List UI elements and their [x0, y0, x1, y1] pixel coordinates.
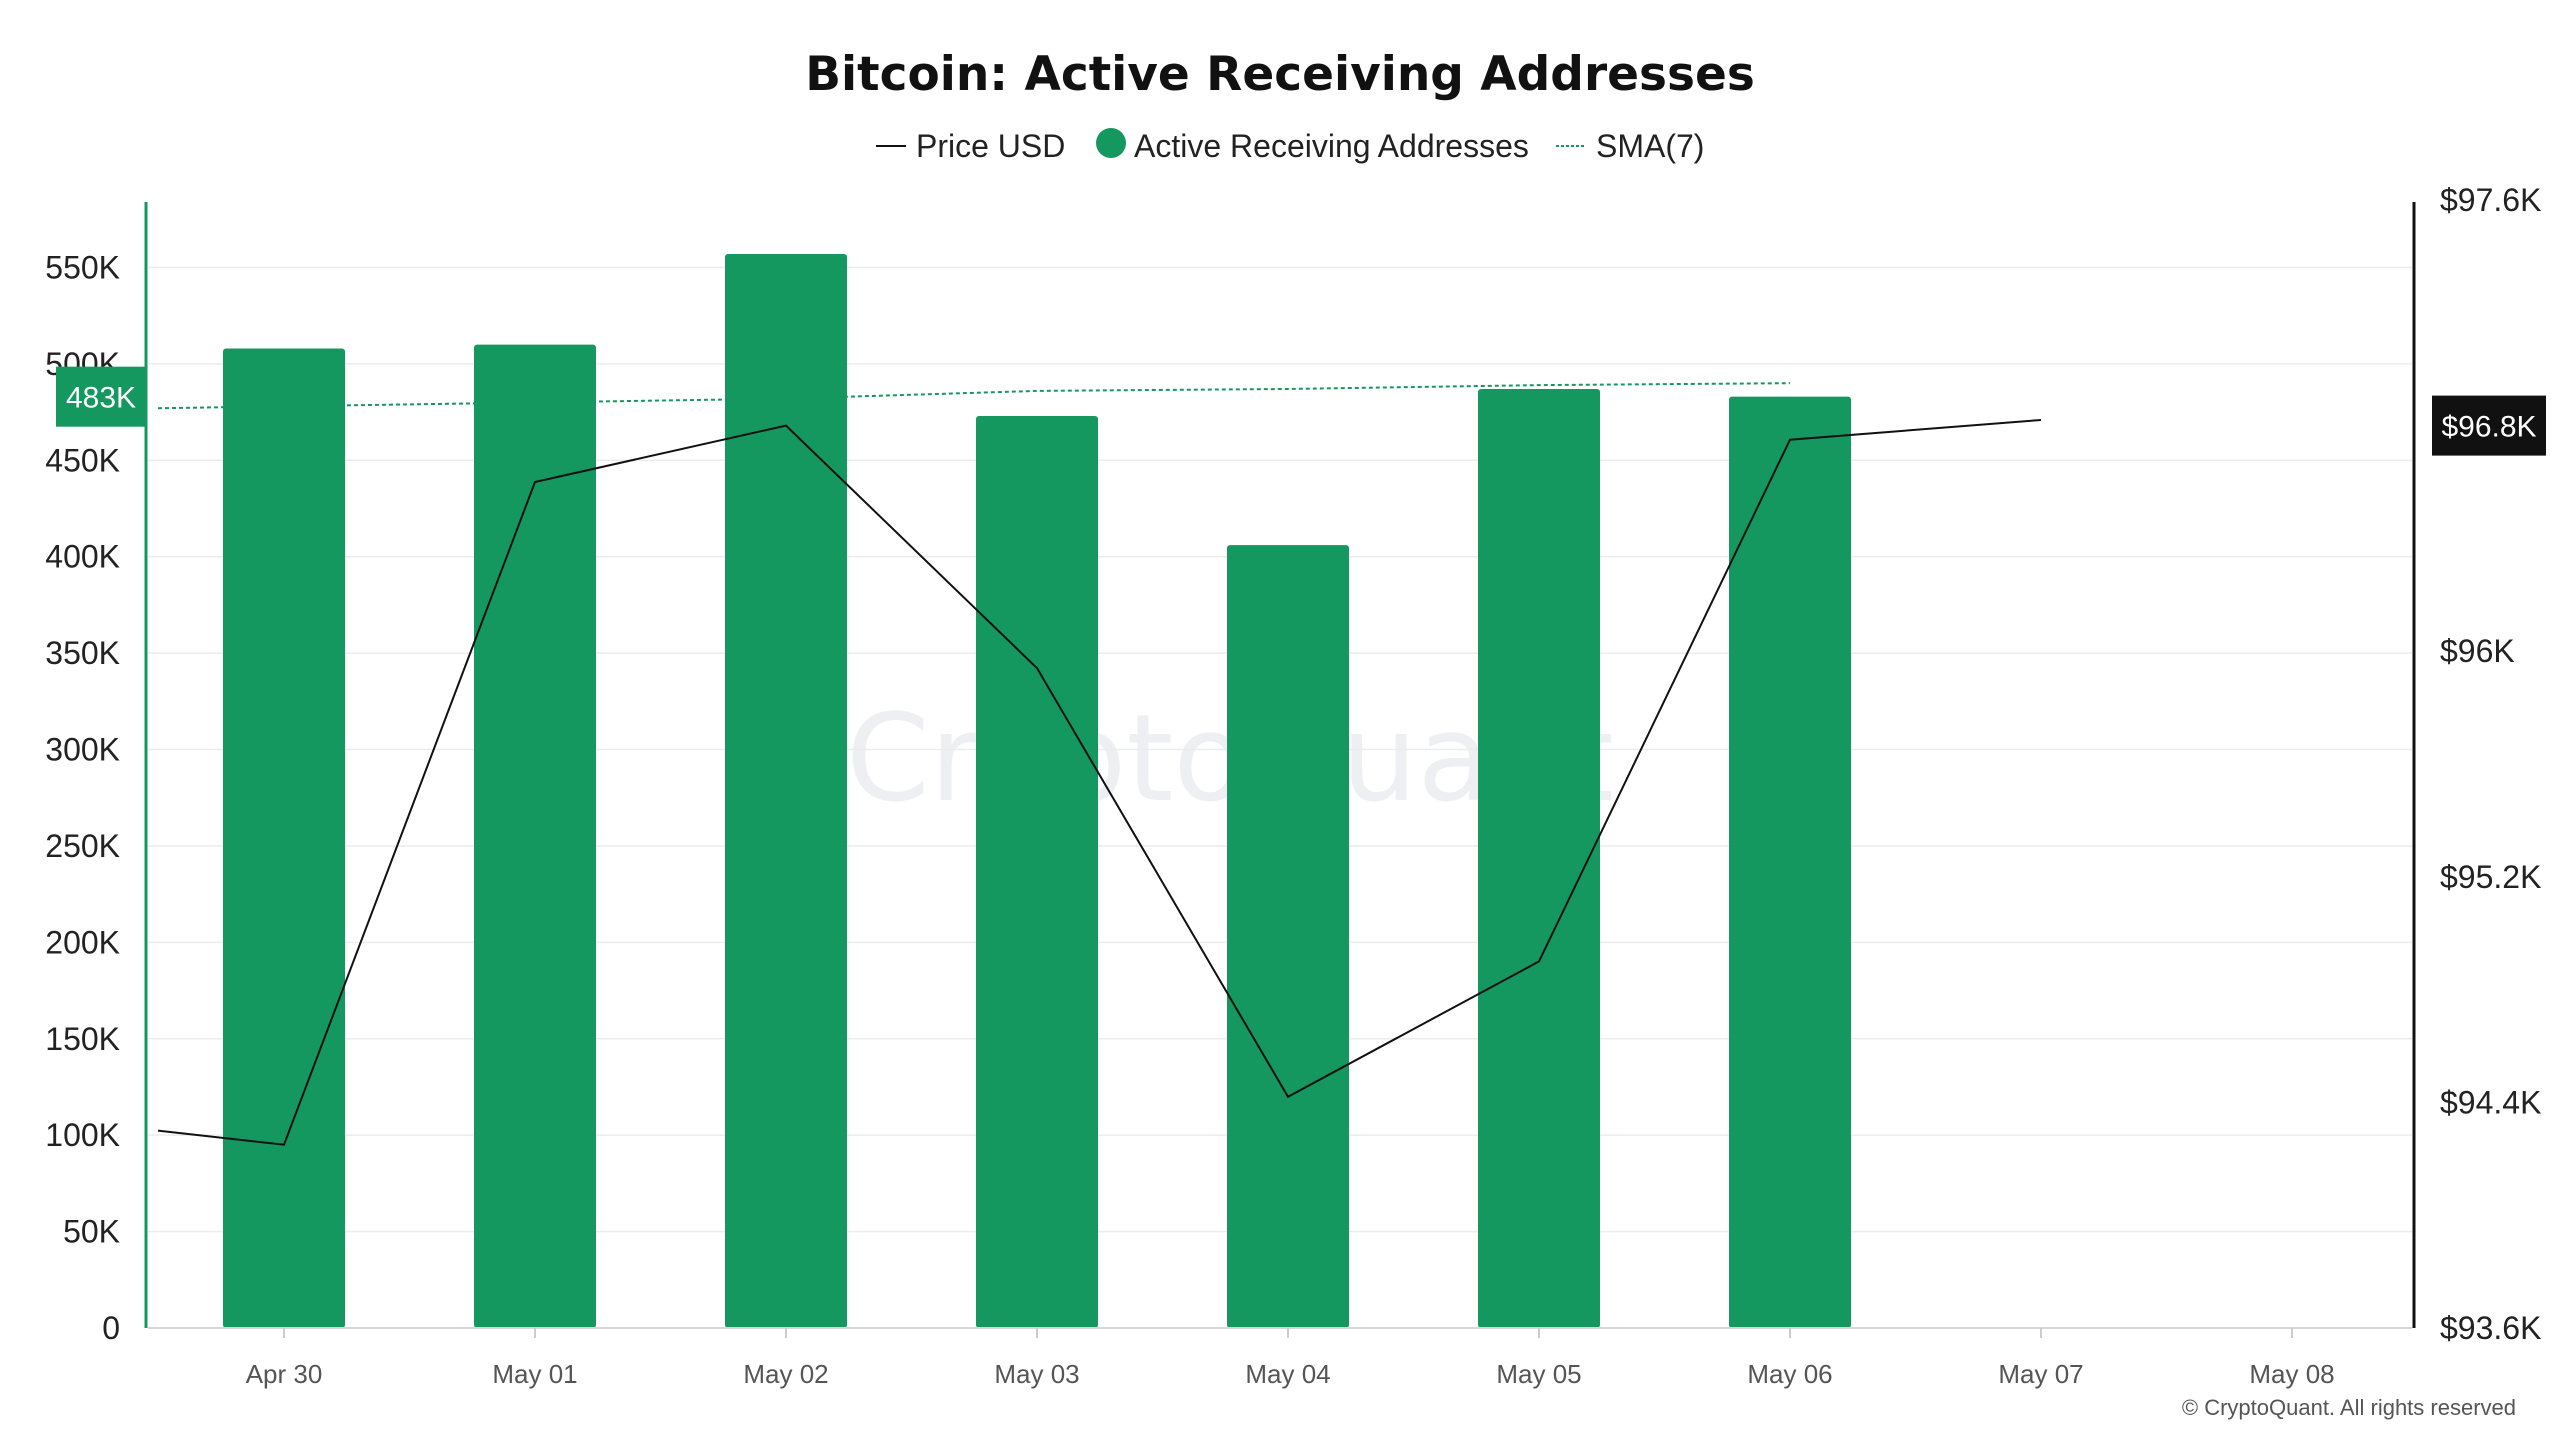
x-tick-label-0: Apr 30 — [246, 1359, 323, 1389]
x-tick-label-3: May 03 — [994, 1359, 1079, 1389]
left-axis-ticks: 050K100K150K200K250K300K350K400K450K500K… — [45, 249, 120, 1346]
value-badges: 483K $96.8K — [56, 366, 2546, 456]
x-tick-label-7: May 07 — [1998, 1359, 2083, 1389]
x-tick-label-6: May 06 — [1747, 1359, 1832, 1389]
left-tick-label-5: 250K — [45, 828, 120, 864]
x-tick-label-8: May 08 — [2249, 1359, 2334, 1389]
copyright: © CryptoQuant. All rights reserved — [2182, 1395, 2516, 1420]
left-tick-label-11: 550K — [45, 249, 120, 285]
bar-may-02 — [725, 253, 847, 1328]
bar-apr-30 — [223, 348, 345, 1328]
x-tick-label-1: May 01 — [492, 1359, 577, 1389]
legend-price-label: Price USD — [916, 128, 1065, 164]
x-tick-label-4: May 04 — [1245, 1359, 1330, 1389]
x-axis-ticks: Apr 30 May 01 May 02 May 03 May 04 May 05 May … — [246, 1328, 2335, 1389]
left-tick-label-3: 150K — [45, 1021, 120, 1057]
right-value-badge — [2432, 395, 2546, 456]
right-tick-label-2: $95.2K — [2440, 859, 2541, 895]
sma-line — [157, 382, 1791, 410]
right-value-badge-label: $96.8K — [2441, 411, 2536, 444]
bar-may-04 — [1227, 545, 1349, 1328]
left-tick-label-7: 350K — [45, 635, 120, 671]
bar-may-06 — [1729, 396, 1851, 1329]
bar-may-01 — [474, 344, 596, 1329]
left-tick-label-0: 0 — [102, 1310, 120, 1346]
price-polyline — [157, 418, 2042, 1146]
legend-addresses-swatch — [1096, 128, 1126, 158]
left-value-badge-label: 483K — [66, 382, 136, 415]
left-tick-label-4: 200K — [45, 924, 120, 960]
bars — [223, 253, 1851, 1329]
left-tick-label-2: 100K — [45, 1117, 120, 1153]
bar-may-03 — [976, 415, 1098, 1328]
legend-sma-label: SMA(7) — [1596, 128, 1704, 164]
right-axis-ticks: $93.6K $94.4K $95.2K $96K $96.8K $97.6K — [2440, 182, 2541, 1346]
left-tick-label-6: 300K — [45, 732, 120, 768]
legend-addresses-label: Active Receiving Addresses — [1134, 128, 1529, 164]
left-tick-label-8: 400K — [45, 539, 120, 575]
x-tick-label-2: May 02 — [743, 1359, 828, 1389]
right-tick-label-1: $94.4K — [2440, 1084, 2541, 1120]
bar-may-05 — [1478, 388, 1600, 1328]
x-tick-label-5: May 05 — [1496, 1359, 1581, 1389]
right-tick-label-5: $97.6K — [2440, 182, 2541, 218]
left-value-badge — [56, 366, 146, 427]
right-tick-label-0: $93.6K — [2440, 1310, 2541, 1346]
chart-title: Bitcoin: Active Receiving Addresses — [805, 47, 1755, 102]
left-tick-label-9: 450K — [45, 442, 120, 478]
sma-polyline — [157, 382, 1791, 410]
right-tick-label-3: $96K — [2440, 633, 2515, 669]
left-tick-label-1: 50K — [63, 1214, 120, 1250]
legend: Price USD Active Receiving Addresses SMA… — [876, 128, 1704, 164]
price-line — [157, 418, 2042, 1146]
